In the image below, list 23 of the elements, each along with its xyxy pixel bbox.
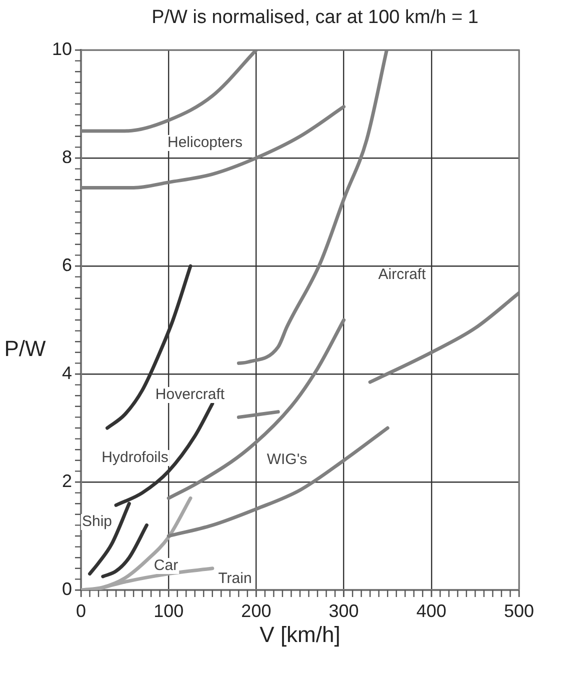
y-tick-label: 6 — [62, 254, 72, 275]
x-tick-label: 100 — [154, 600, 184, 621]
y-tick-label: 2 — [62, 470, 72, 491]
annotation: Hydrofoils — [102, 449, 168, 466]
x-tick-label: 0 — [76, 600, 86, 621]
chart-title: P/W is normalised, car at 100 km/h = 1 — [152, 7, 478, 28]
x-tick-label: 200 — [241, 600, 272, 621]
x-axis-title: V [km/h] — [260, 622, 340, 648]
annotation: WIG's — [266, 451, 308, 468]
y-axis-title: P/W — [4, 336, 46, 362]
annotation: Aircraft — [378, 266, 427, 284]
annotation: Hovercraft — [155, 386, 226, 404]
x-tick-label: 300 — [328, 600, 359, 621]
x-tick-label: 500 — [504, 600, 534, 621]
y-tick-label: 10 — [52, 38, 72, 59]
y-tick-label: 0 — [62, 578, 72, 599]
annotation: Train — [218, 570, 252, 588]
y-tick-label: 4 — [62, 362, 72, 383]
annotation: Ship — [82, 513, 112, 530]
y-tick-label: 8 — [62, 146, 72, 167]
annotation: Car — [154, 557, 178, 574]
annotation: Helicopters — [167, 134, 243, 152]
x-tick-label: 400 — [416, 600, 446, 621]
